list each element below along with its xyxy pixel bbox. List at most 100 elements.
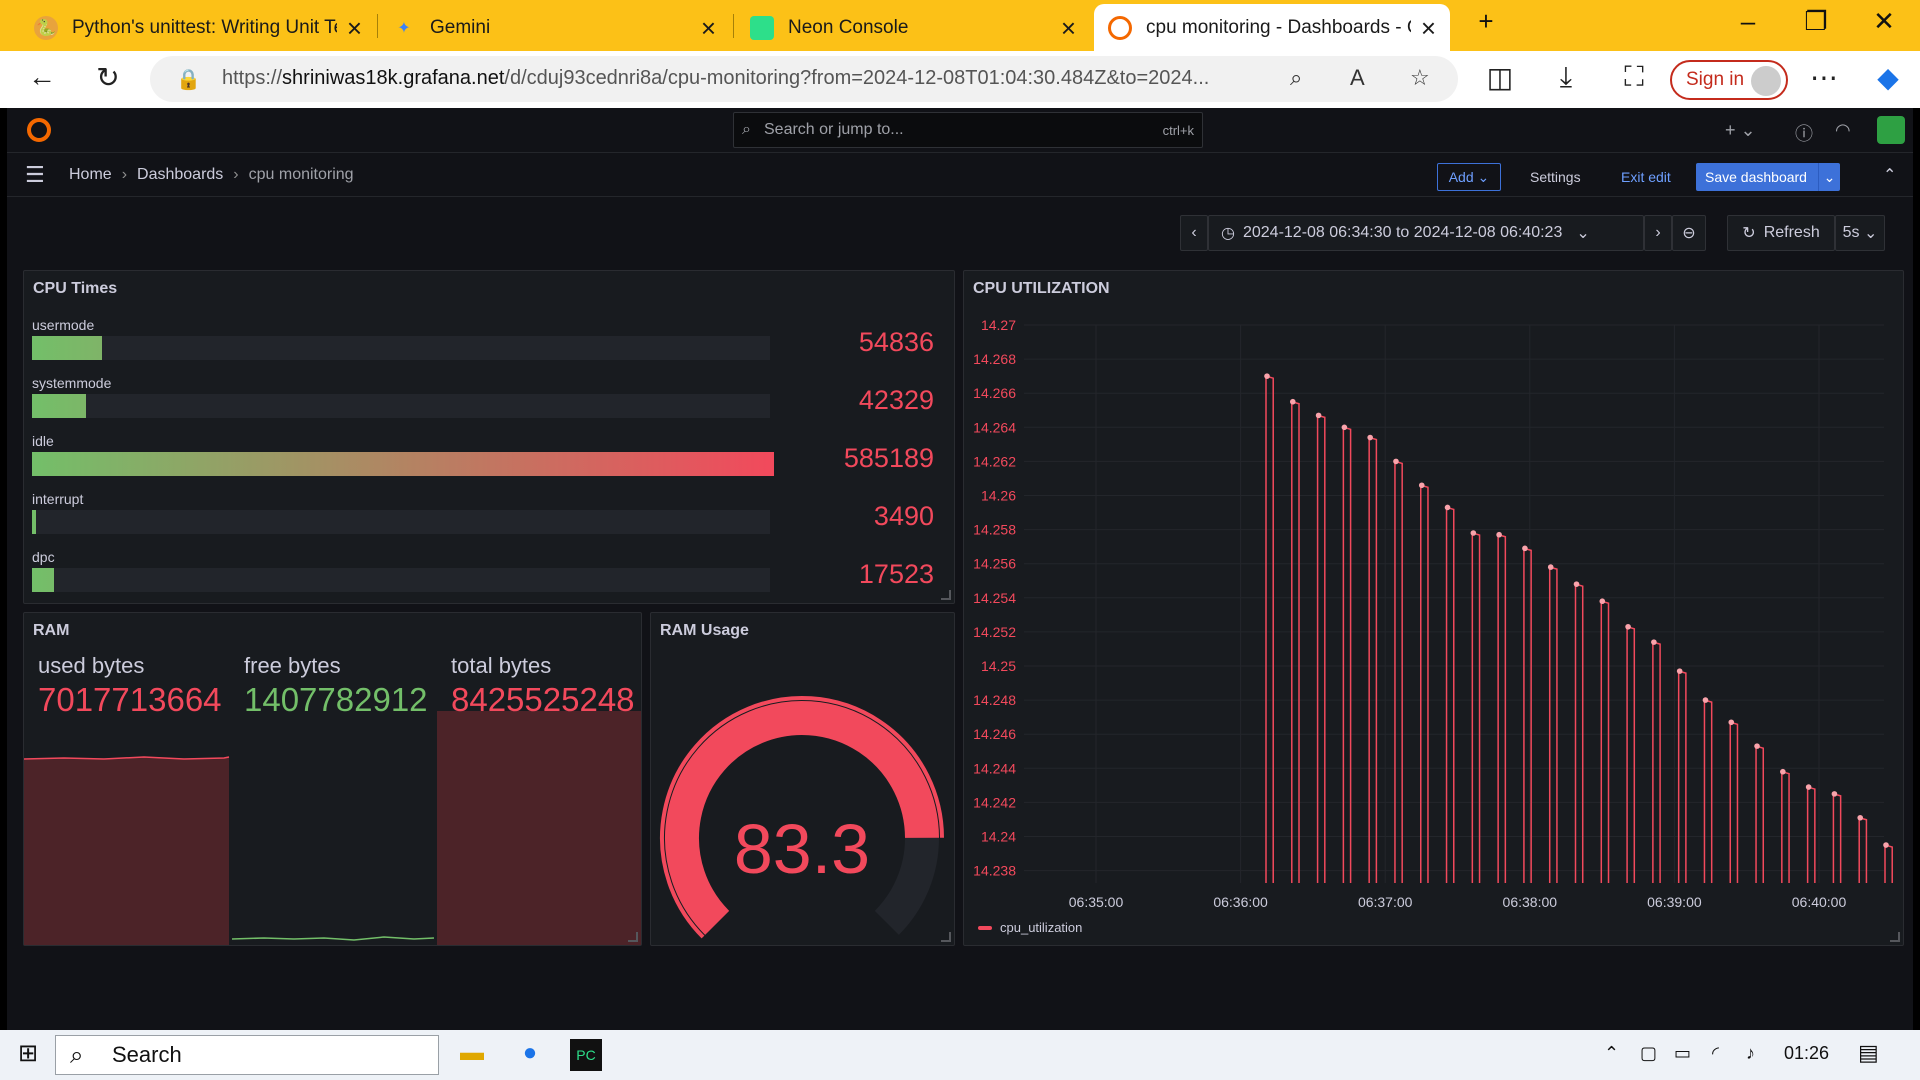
cpu-utilization-bars (1265, 375, 1893, 883)
close-tab-icon[interactable]: × (1060, 12, 1076, 43)
clock-time[interactable]: 01:26 (1784, 1043, 1830, 1063)
bar-gauge-label: idle (32, 433, 54, 449)
time-range-picker[interactable]: ◷ 2024-12-08 06:34:30 to 2024-12-08 06:4… (1208, 215, 1644, 251)
back-icon[interactable]: ← (28, 61, 56, 92)
battery-icon[interactable]: ▭ (1674, 1043, 1692, 1063)
new-plus-icon[interactable]: + ⌄ (1725, 120, 1756, 140)
lock-icon: 🔒 (176, 69, 201, 91)
y-tick-label: 14.254 (973, 590, 1016, 606)
x-tick-label: 06:37:00 (1358, 894, 1413, 910)
zoom-icon[interactable]: ⌕ (1290, 65, 1303, 90)
data-point (1315, 412, 1322, 419)
copilot-icon[interactable]: ◆ (1877, 62, 1899, 93)
y-tick-label: 14.25 (981, 658, 1016, 674)
ram-usage-panel[interactable]: RAM Usage 83.3 (650, 612, 955, 946)
chevron-up-icon[interactable]: ⌃ (1883, 167, 1897, 184)
tab-gemini[interactable]: ✦ Gemini × (378, 4, 730, 51)
windows-start-icon[interactable]: ⊞ (17, 1040, 39, 1067)
tab-title: Python's unittest: Writing Unit Te (72, 16, 337, 38)
news-feed-icon[interactable]: ◠ (1835, 120, 1851, 140)
camera-icon[interactable]: ▢ (1640, 1043, 1658, 1063)
cpu-utilization-panel[interactable]: CPU UTILIZATION 14.27 14.268 14.266 14.264 1… (963, 270, 1904, 946)
grafana-logo-icon[interactable] (27, 118, 51, 142)
close-tab-icon[interactable]: × (346, 12, 362, 43)
wifi-icon[interactable]: ◜ (1712, 1043, 1719, 1063)
breadcrumb-home[interactable]: Home (69, 166, 112, 183)
time-back-button[interactable]: ‹ (1180, 215, 1208, 251)
bar-gauge-fill (32, 510, 37, 534)
y-tick-label: 14.264 (973, 419, 1016, 435)
avatar[interactable] (1877, 116, 1905, 144)
gauge-threshold-band (660, 696, 944, 939)
cpu-utilization-chart: 14.27 14.268 14.266 14.264 14.262 14.26 14.258… (973, 317, 1893, 910)
close-window-icon[interactable]: ✕ (1873, 6, 1895, 36)
sign-in-button[interactable]: Sign in (1670, 60, 1788, 100)
ram-panel[interactable]: RAM used bytes 7017713664 free bytes 140… (23, 612, 642, 946)
download-icon[interactable]: ⤓ (1559, 61, 1573, 92)
menu-icon[interactable]: ☰ (25, 162, 45, 187)
chevron-down-icon[interactable]: ⌄ (1818, 163, 1840, 191)
search-icon: ⌕ (742, 121, 751, 138)
tab-python-unittest[interactable]: 🐍 Python's unittest: Writing Unit Te × (20, 4, 376, 51)
save-dashboard-button[interactable]: Save dashboard ⌄ (1696, 163, 1840, 191)
x-tick-label: 06:36:00 (1213, 894, 1268, 910)
ram-usage-gauge: 83.3 (660, 696, 944, 939)
tab-neon-console[interactable]: Neon Console × (736, 4, 1090, 51)
taskbar-search[interactable]: ⌕ Search (55, 1035, 439, 1075)
y-tick-label: 14.24 (981, 829, 1016, 845)
close-tab-icon[interactable]: × (1420, 12, 1436, 43)
file-explorer-icon[interactable]: ▬ (460, 1039, 484, 1066)
chart-legend[interactable]: cpu_utilization (978, 920, 1082, 935)
url-field[interactable]: 🔒 https://shriniwas18k.grafana.net/d/cdu… (150, 56, 1458, 102)
bar-gauge-fill (32, 452, 774, 476)
edge-icon[interactable]: ● (522, 1039, 538, 1066)
new-tab-icon[interactable]: + (1478, 6, 1494, 36)
favorite-star-icon[interactable]: ☆ (1410, 65, 1430, 90)
time-forward-button[interactable]: › (1644, 215, 1672, 251)
breadcrumb-dashboards[interactable]: Dashboards (137, 166, 224, 183)
zoom-out-button[interactable]: ⊖ (1672, 215, 1706, 251)
taskbar-search-label: Search (112, 1042, 182, 1067)
data-point (1418, 482, 1425, 489)
data-point (1522, 545, 1528, 552)
screenshot-icon[interactable]: ⛶ (1624, 61, 1644, 92)
y-tick-label: 14.258 (973, 522, 1016, 538)
resize-handle[interactable] (941, 932, 951, 942)
restore-icon[interactable]: ❐ (1804, 6, 1828, 36)
stat-total-bytes: total bytes 8425525248 (451, 653, 635, 719)
refresh-interval-select[interactable]: 5s ⌄ (1835, 215, 1885, 251)
help-icon[interactable]: ⓘ (1795, 124, 1813, 144)
resize-handle[interactable] (628, 932, 638, 942)
reload-icon[interactable]: ↻ (96, 62, 120, 93)
cpu-times-panel[interactable]: CPU Times usermode 54836 systemmode 42329 id… (23, 270, 955, 604)
x-tick-label: 06:40:00 (1792, 894, 1847, 910)
refresh-button[interactable]: ↻ Refresh (1727, 215, 1835, 251)
more-menu-icon[interactable]: ⋯ (1810, 62, 1838, 93)
x-tick-label: 06:38:00 (1503, 894, 1558, 910)
add-button[interactable]: Add ⌄ (1437, 163, 1501, 191)
close-tab-icon[interactable]: × (700, 12, 716, 43)
data-point (1625, 623, 1631, 630)
pycharm-icon[interactable]: PC (570, 1039, 602, 1071)
data-point (1341, 424, 1348, 431)
x-tick-label: 06:35:00 (1069, 894, 1124, 910)
settings-button[interactable]: Settings (1530, 169, 1581, 185)
split-screen-icon[interactable]: ◫ (1486, 62, 1514, 93)
minimize-icon[interactable]: – (1740, 6, 1756, 36)
notifications-icon[interactable]: ▤ (1858, 1040, 1879, 1065)
resize-handle[interactable] (941, 590, 951, 600)
resize-handle[interactable] (1890, 932, 1900, 942)
exit-edit-button[interactable]: Exit edit (1621, 169, 1671, 185)
chevron-up-icon[interactable]: ⌃ (1604, 1043, 1620, 1063)
search-input[interactable]: ⌕ Search or jump to... ctrl+k (733, 112, 1203, 148)
volume-icon[interactable]: ♪ (1746, 1043, 1755, 1063)
data-point (1780, 768, 1786, 775)
data-point (1676, 668, 1683, 674)
tab-cpu-monitoring[interactable]: cpu monitoring - Dashboards - G × (1094, 4, 1450, 51)
bar-gauge-track (32, 394, 770, 418)
read-aloud-icon[interactable]: A (1350, 65, 1365, 90)
search-placeholder: Search or jump to... (764, 121, 904, 138)
stat-used-bytes: used bytes 7017713664 (38, 653, 222, 719)
legend-swatch (978, 925, 992, 930)
bar-gauge-track (32, 510, 770, 534)
